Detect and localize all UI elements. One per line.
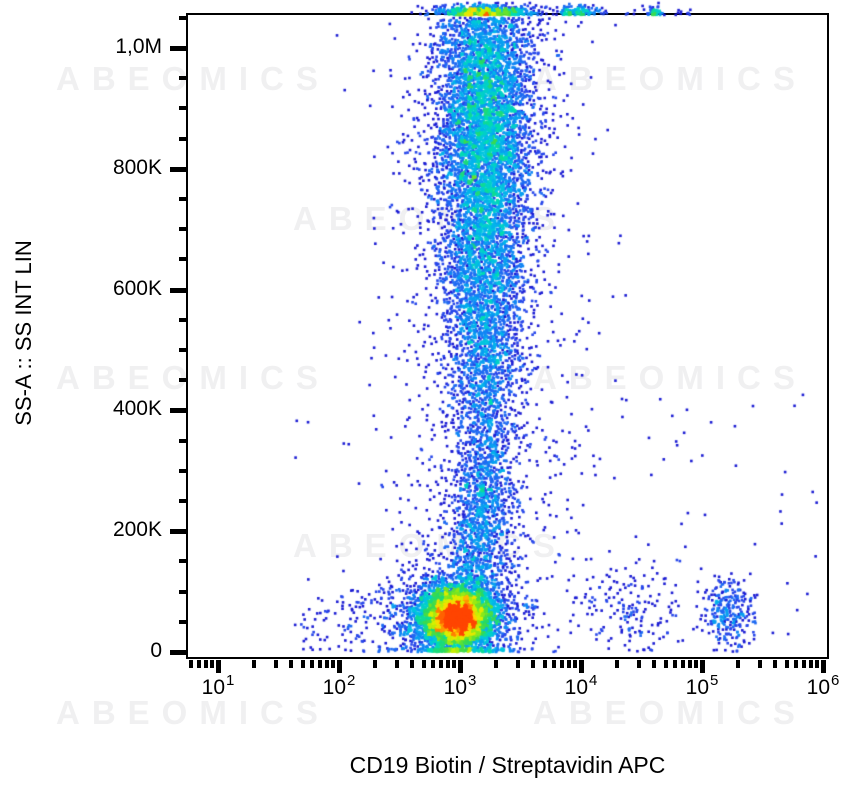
y-tick-label: 600K bbox=[112, 277, 162, 300]
x-major-tick bbox=[337, 660, 342, 673]
y-major-tick bbox=[170, 167, 187, 172]
x-minor-tick bbox=[531, 660, 535, 668]
x-minor-tick bbox=[395, 660, 399, 668]
x-major-tick bbox=[579, 660, 584, 673]
y-minor-tick bbox=[179, 590, 187, 594]
x-minor-tick bbox=[210, 660, 214, 668]
x-minor-tick bbox=[274, 660, 278, 668]
x-minor-tick bbox=[664, 660, 668, 668]
y-minor-tick bbox=[179, 378, 187, 382]
y-minor-tick bbox=[179, 318, 187, 322]
x-minor-tick bbox=[516, 660, 520, 668]
x-minor-tick bbox=[694, 660, 698, 668]
x-major-tick bbox=[821, 660, 826, 673]
x-minor-tick bbox=[773, 660, 777, 668]
y-minor-tick bbox=[179, 16, 187, 20]
x-minor-tick bbox=[758, 660, 762, 668]
x-tick-label: 106 bbox=[806, 672, 840, 699]
x-minor-tick bbox=[325, 660, 329, 668]
x-minor-tick bbox=[410, 660, 414, 668]
x-tick-label: 105 bbox=[685, 672, 719, 699]
x-minor-tick bbox=[310, 660, 314, 668]
y-minor-tick bbox=[179, 469, 187, 473]
x-minor-tick bbox=[422, 660, 426, 668]
x-minor-tick bbox=[318, 660, 322, 668]
x-tick-label: 102 bbox=[322, 672, 356, 699]
y-major-tick bbox=[170, 288, 187, 293]
x-minor-tick bbox=[204, 660, 208, 668]
x-minor-tick bbox=[802, 660, 806, 668]
y-minor-tick bbox=[179, 559, 187, 563]
y-major-tick bbox=[170, 46, 187, 51]
x-minor-tick bbox=[252, 660, 256, 668]
x-minor-tick bbox=[431, 660, 435, 668]
y-minor-tick bbox=[179, 137, 187, 141]
x-minor-tick bbox=[736, 660, 740, 668]
y-minor-tick bbox=[179, 348, 187, 352]
x-minor-tick bbox=[673, 660, 677, 668]
x-minor-tick bbox=[494, 660, 498, 668]
x-major-tick bbox=[458, 660, 463, 673]
y-tick-label: 200K bbox=[112, 518, 162, 541]
x-minor-tick bbox=[681, 660, 685, 668]
x-minor-tick bbox=[560, 660, 564, 668]
x-minor-tick bbox=[637, 660, 641, 668]
x-minor-tick bbox=[794, 660, 798, 668]
x-minor-tick bbox=[552, 660, 556, 668]
x-minor-tick bbox=[452, 660, 456, 668]
y-minor-tick bbox=[179, 439, 187, 443]
x-tick-label: 101 bbox=[201, 672, 235, 699]
x-minor-tick bbox=[543, 660, 547, 668]
x-minor-tick bbox=[373, 660, 377, 668]
y-minor-tick bbox=[179, 257, 187, 261]
x-minor-tick bbox=[289, 660, 293, 668]
x-minor-tick bbox=[785, 660, 789, 668]
y-major-tick bbox=[170, 529, 187, 534]
y-minor-tick bbox=[179, 499, 187, 503]
x-minor-tick bbox=[615, 660, 619, 668]
y-minor-tick bbox=[179, 227, 187, 231]
x-tick-label: 103 bbox=[443, 672, 477, 699]
y-minor-tick bbox=[179, 76, 187, 80]
y-tick-label: 1,0M bbox=[115, 35, 162, 58]
y-tick-label: 400K bbox=[112, 397, 162, 420]
y-minor-tick bbox=[179, 620, 187, 624]
x-tick-label: 104 bbox=[564, 672, 598, 699]
x-minor-tick bbox=[652, 660, 656, 668]
y-minor-tick bbox=[179, 106, 187, 110]
x-minor-tick bbox=[688, 660, 692, 668]
y-minor-tick bbox=[179, 197, 187, 201]
x-minor-tick bbox=[573, 660, 577, 668]
y-major-tick bbox=[170, 408, 187, 413]
x-minor-tick bbox=[815, 660, 819, 668]
x-minor-tick bbox=[301, 660, 305, 668]
x-minor-tick bbox=[809, 660, 813, 668]
y-tick-label: 0 bbox=[150, 639, 162, 662]
x-major-tick bbox=[700, 660, 705, 673]
x-minor-tick bbox=[331, 660, 335, 668]
x-major-tick bbox=[216, 660, 221, 673]
x-minor-tick bbox=[439, 660, 443, 668]
x-minor-tick bbox=[189, 660, 193, 668]
y-tick-label: 800K bbox=[112, 156, 162, 179]
y-major-tick bbox=[170, 650, 187, 655]
x-minor-tick bbox=[197, 660, 201, 668]
x-minor-tick bbox=[567, 660, 571, 668]
x-minor-tick bbox=[446, 660, 450, 668]
